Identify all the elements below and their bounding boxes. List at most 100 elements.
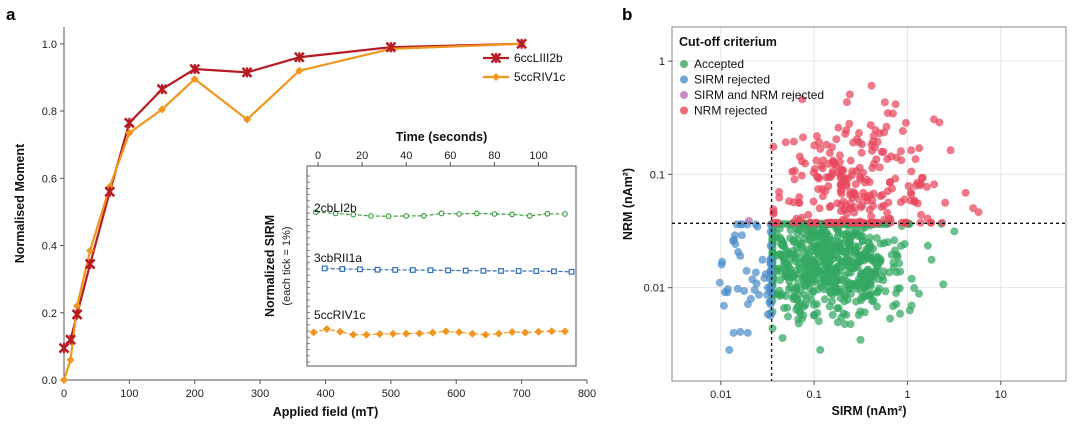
inset-point-5ccRIV1c	[402, 329, 411, 338]
point-nrm-rejected	[865, 178, 874, 187]
x-tick-label: 800	[578, 388, 596, 400]
point-nrm-rejected	[798, 95, 807, 104]
y-tick-label: 0.1	[650, 169, 665, 181]
point-sirm-rejected	[754, 290, 763, 299]
point-accepted	[845, 246, 854, 255]
point-nrm-rejected	[878, 190, 887, 199]
point-nrm-rejected	[857, 148, 866, 157]
point-accepted	[847, 264, 856, 273]
point-sirm-rejected	[717, 260, 726, 269]
panel-a-inset-chart: 0 20 40 60 80 100 Time (seconds) Normalized SIR…	[263, 130, 577, 367]
point-accepted	[825, 302, 834, 311]
point-accepted	[871, 257, 880, 266]
y-tick-label: 0.2	[42, 308, 57, 320]
point-accepted	[851, 242, 860, 251]
point-nrm-rejected	[795, 152, 804, 161]
point-nrm-rejected	[845, 119, 854, 128]
x-axis-title: Applied field (mT)	[273, 405, 379, 419]
point-nrm-rejected	[907, 167, 916, 176]
inset-frame	[306, 165, 577, 367]
inset-point-2cbLI2b	[473, 210, 480, 217]
point-nrm-rejected	[915, 144, 924, 153]
x-tick-label: 0.01	[710, 389, 731, 401]
point-nrm-rejected	[880, 215, 889, 224]
point-accepted	[781, 270, 790, 279]
inset-point-2cbLI2b	[491, 211, 498, 217]
point-nrm-rejected	[901, 218, 910, 227]
point-accepted	[792, 224, 801, 233]
point-nrm-rejected	[846, 187, 855, 196]
point-accepted	[783, 312, 792, 321]
point-sirm-rejected	[734, 248, 743, 257]
point-accepted	[809, 287, 818, 296]
y-tick-label: 0.0	[42, 375, 57, 387]
inset-point-5ccRIV1c	[415, 329, 424, 338]
point-accepted	[820, 295, 829, 304]
point-nrm-rejected	[797, 171, 806, 180]
point-accepted	[861, 292, 870, 301]
point-accepted	[856, 257, 865, 266]
legend-marker-1	[680, 75, 688, 84]
inset-point-5ccRIV1c	[349, 330, 358, 339]
point-accepted	[880, 239, 889, 248]
inset-point-3cbRII1a	[498, 268, 504, 274]
point-nrm-rejected	[866, 121, 875, 130]
point-accepted	[889, 263, 898, 272]
point-accepted	[816, 345, 825, 354]
point-accepted	[867, 273, 876, 282]
point-accepted	[784, 264, 793, 273]
plot-frame	[671, 26, 1067, 382]
inset-x-tick-label: 40	[400, 150, 412, 162]
point-nrm-rejected	[882, 122, 891, 131]
point-sirm-rejected	[743, 300, 752, 309]
point-accepted	[823, 267, 832, 276]
point-nrm-rejected	[822, 140, 831, 149]
point-accepted	[879, 267, 888, 276]
legend-marker-5ccRIV1c	[492, 73, 500, 81]
point-accepted	[891, 246, 900, 255]
point-accepted	[850, 249, 859, 258]
point-sirm-rejected	[733, 284, 742, 293]
point-accepted	[801, 263, 810, 272]
point-nrm-rejected	[887, 152, 896, 161]
inset-point-3cbRII1a	[357, 266, 363, 273]
inset-point-3cbRII1a	[533, 268, 540, 274]
y-tick-label: 1	[659, 56, 665, 68]
point-nrm-rejected	[814, 174, 823, 183]
inset-series-line-2cbLI2b	[315, 211, 565, 217]
inset-point-3cbRII1a	[339, 266, 346, 272]
inset-point-5ccRIV1c	[521, 328, 530, 337]
point-accepted	[774, 264, 783, 273]
y-tick-label: 0.01	[644, 283, 665, 295]
panel-letter-a: a	[6, 5, 16, 24]
point-accepted	[774, 290, 783, 299]
point-6ccLIII2b	[189, 63, 201, 75]
point-nrm-rejected	[804, 210, 813, 219]
x-tick-label: 700	[512, 388, 530, 400]
panel-letter-b: b	[622, 5, 632, 24]
point-5ccRIV1c	[158, 105, 167, 114]
point-sirm-rejected	[758, 255, 767, 264]
point-nrm-rejected	[799, 133, 808, 142]
legend-label-3: NRM rejected	[694, 104, 767, 118]
legend-label-5ccRIV1c: 5ccRIV1c	[514, 70, 565, 84]
inset-point-5ccRIV1c	[362, 330, 371, 339]
point-accepted	[793, 303, 802, 312]
inset-point-2cbLI2b	[420, 212, 427, 219]
point-nrm-rejected	[834, 123, 843, 132]
point-nrm-rejected	[885, 177, 894, 186]
y-tick-label: 0.4	[42, 241, 57, 253]
point-accepted	[872, 233, 881, 242]
point-nrm-rejected	[904, 181, 913, 190]
point-nrm-rejected	[835, 151, 844, 160]
y-axis-title: Normalised Moment	[13, 143, 27, 263]
point-accepted	[782, 246, 791, 255]
point-accepted	[796, 285, 805, 294]
point-accepted	[910, 284, 919, 293]
point-nrm-rejected	[865, 205, 874, 214]
point-sirm-rejected	[725, 345, 734, 354]
point-nrm-rejected	[824, 172, 833, 181]
point-accepted	[858, 236, 867, 245]
point-nrm-rejected	[847, 171, 856, 180]
point-nrm-rejected	[825, 148, 834, 157]
